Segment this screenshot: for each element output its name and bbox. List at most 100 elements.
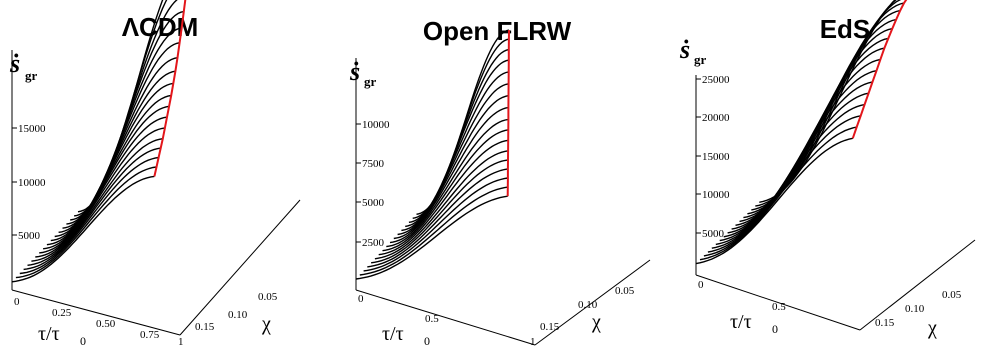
chi-tick-label: 0.05 <box>942 289 962 301</box>
panel-lcdm-surface <box>11 0 301 336</box>
surface-curve <box>367 168 509 268</box>
panel-eds-zlabel-sub: gr <box>694 52 707 67</box>
x-axis-line <box>695 274 861 331</box>
chi-axis-line <box>859 239 976 331</box>
surface-curve <box>723 58 881 238</box>
panel-open-surface <box>355 29 651 346</box>
chi-tick-label: 0.15 <box>540 321 560 333</box>
surface-curve <box>386 118 509 248</box>
z-tick-label: 10000 <box>362 119 390 131</box>
panel-eds-xlabel: τ/τ <box>730 311 752 333</box>
panel-eds-title: EdS <box>820 14 871 44</box>
boundary-line <box>506 30 510 197</box>
surface-curve <box>23 147 161 271</box>
surface-curve <box>363 177 509 272</box>
z-tick-label: 20000 <box>702 112 730 124</box>
boundary-line <box>153 0 187 177</box>
x-tick-label: 1 <box>178 336 184 348</box>
surface-curve <box>35 116 168 258</box>
surface-curve <box>719 70 877 242</box>
z-tick-label: 25000 <box>702 74 730 86</box>
surface-curve <box>54 57 178 238</box>
panel-lcdm-ylabel: χ <box>261 313 271 335</box>
surface-curve <box>416 29 510 215</box>
x-tick-label: 0.25 <box>52 307 72 319</box>
panel-eds-zlabel: ṡ <box>679 35 690 64</box>
surface-curve <box>389 106 509 244</box>
panel-lcdm-zlabel-sub: gr <box>25 68 38 83</box>
chi-tick-label: 0.15 <box>195 321 215 333</box>
surface-curve <box>370 159 509 264</box>
x-axis-line <box>355 289 536 346</box>
panel-eds-ylabel: χ <box>927 317 937 339</box>
surface-curve <box>759 0 896 203</box>
chi-tick-label: 0.10 <box>228 309 248 321</box>
surface-curve <box>355 195 508 280</box>
panel-eds-surface <box>695 0 976 331</box>
panel-eds-xlabel-sub: 0 <box>772 322 778 336</box>
z-tick-label: 15000 <box>702 151 730 163</box>
surface-curve <box>382 129 509 252</box>
z-tick-label: 5000 <box>362 197 385 209</box>
z-tick-label: 15000 <box>18 123 46 135</box>
panel-open-xlabel-sub: 0 <box>424 334 430 348</box>
chi-tick-label: 0.10 <box>578 299 598 311</box>
panel-lcdm-zlabel: ṡ <box>9 49 20 78</box>
panel-open-ylabel: χ <box>591 311 601 333</box>
x-tick-label: 0.50 <box>96 318 116 330</box>
x-tick-label: 0.75 <box>140 329 160 341</box>
panel-eds-ticks: 5000 10000 15000 20000 25000 0 0.5 0.15 0.10 0.05 <box>696 74 962 329</box>
x-tick-label: 0.5 <box>425 313 439 325</box>
surface-curve <box>715 81 873 246</box>
surface-curve <box>735 27 893 226</box>
panel-open-zlabel: ṡ <box>349 57 360 86</box>
panel-lcdm-xlabel-sub: 0 <box>80 334 86 348</box>
surface-curve <box>727 47 885 234</box>
chi-axis-line <box>179 199 301 336</box>
z-tick-label: 7500 <box>362 158 385 170</box>
x-tick-label: 1 <box>530 336 536 348</box>
surface-curve <box>27 138 163 266</box>
panel-lcdm-ticks: 5000 10000 15000 0 0.25 0.50 0.75 1 0.15 0.10 0.05 <box>12 123 278 348</box>
z-tick-label: 5000 <box>702 228 725 240</box>
surface-curve <box>374 150 509 260</box>
z-tick-label: 10000 <box>702 189 730 201</box>
panel-lcdm-xlabel: τ/τ <box>38 323 60 345</box>
surface-curve <box>397 83 509 236</box>
boundary-line <box>851 0 908 139</box>
chi-axis-line <box>534 259 651 346</box>
panel-open-zlabel-sub: gr <box>364 74 377 89</box>
x-tick-label: 0 <box>14 296 20 308</box>
surface-curve <box>401 71 509 232</box>
panel-eds: EdS ṡ gr 5000 10000 15000 20000 25000 0 0.5 0.1… <box>679 0 976 339</box>
z-tick-label: 2500 <box>362 237 385 249</box>
z-tick-label: 10000 <box>18 177 46 189</box>
surface-curve <box>15 166 157 279</box>
panel-open-flrw: Open FLRW ṡ gr 2500 5000 7500 10000 0 0.5 1 0.1… <box>349 16 651 348</box>
chi-tick-label: 0.05 <box>615 285 635 297</box>
panel-open-xlabel: τ/τ <box>382 323 404 345</box>
surface-curve <box>695 137 853 265</box>
panel-open-ticks: 2500 5000 7500 10000 0 0.5 1 0.15 0.10 0.05 <box>356 119 635 348</box>
chi-tick-label: 0.10 <box>905 303 925 315</box>
x-tick-label: 0.5 <box>772 301 786 313</box>
panel-open-title: Open FLRW <box>423 16 572 46</box>
panel-lcdm: ΛCDM ṡ gr 5000100001500000.250.500.7510.… <box>9 0 301 348</box>
chi-tick-label: 0.05 <box>258 291 278 303</box>
surface-curve <box>378 139 509 256</box>
surface-curve <box>19 156 159 275</box>
chi-tick-label: 0.15 <box>875 317 895 329</box>
x-tick-label: 0 <box>358 293 364 305</box>
surface-curve <box>77 0 164 213</box>
surface-curve <box>11 175 155 283</box>
surface-curve <box>739 18 897 223</box>
x-tick-label: 0 <box>698 279 704 291</box>
surface-curve <box>699 126 857 261</box>
surface-curve <box>359 186 508 276</box>
surface-curve <box>711 92 869 249</box>
surface-curve <box>58 42 180 233</box>
surface-curve <box>393 94 509 240</box>
z-tick-label: 5000 <box>18 230 41 242</box>
